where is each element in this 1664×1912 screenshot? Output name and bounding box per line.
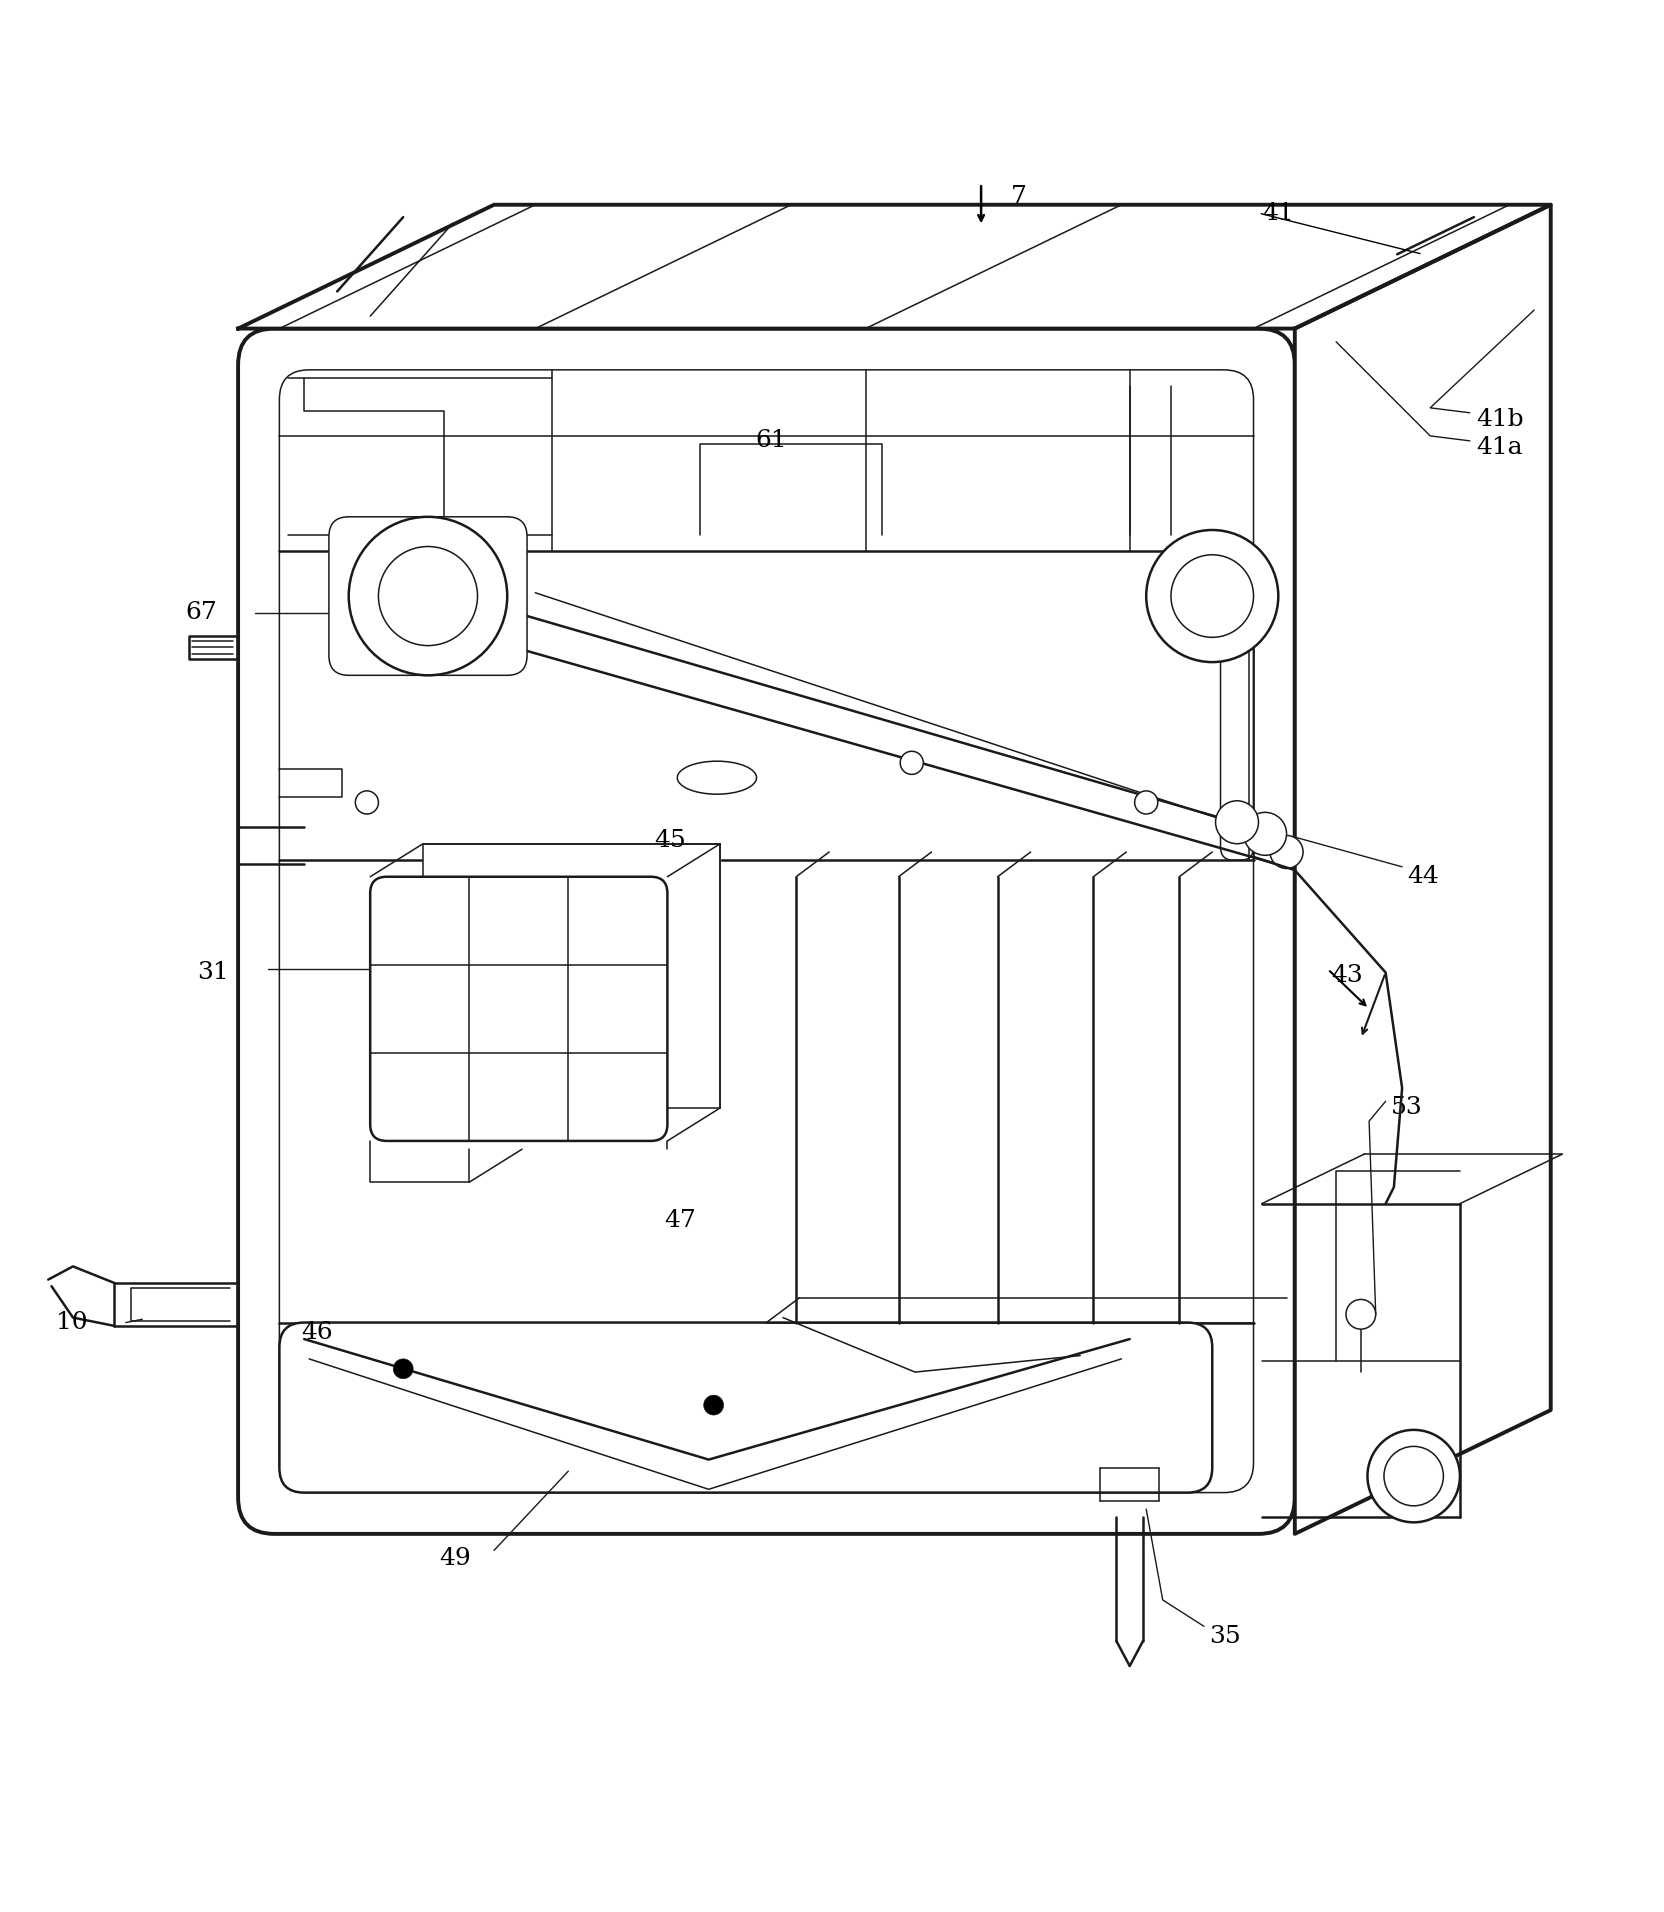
Text: 49: 49 (439, 1547, 471, 1570)
Circle shape (1243, 813, 1286, 855)
Circle shape (393, 1359, 413, 1379)
Text: 53: 53 (1389, 1096, 1421, 1119)
FancyBboxPatch shape (280, 1323, 1211, 1493)
FancyBboxPatch shape (238, 329, 1295, 1533)
Circle shape (378, 547, 478, 646)
Circle shape (1145, 530, 1278, 662)
Circle shape (1133, 792, 1156, 815)
Circle shape (1383, 1445, 1443, 1507)
FancyBboxPatch shape (329, 516, 527, 675)
Text: 67: 67 (185, 600, 216, 623)
Circle shape (704, 1396, 724, 1415)
Polygon shape (423, 843, 721, 1107)
Text: 41a: 41a (1476, 436, 1523, 459)
Text: 31: 31 (196, 962, 228, 985)
Text: 7: 7 (1010, 185, 1027, 208)
Text: 41: 41 (1261, 201, 1293, 224)
Circle shape (348, 516, 508, 675)
Text: 41b: 41b (1476, 407, 1523, 430)
Circle shape (1366, 1430, 1459, 1522)
Polygon shape (238, 205, 1549, 329)
Circle shape (1170, 554, 1253, 637)
Circle shape (1345, 1300, 1374, 1329)
Text: 44: 44 (1406, 866, 1438, 889)
Ellipse shape (677, 761, 755, 793)
Circle shape (1215, 801, 1258, 843)
Text: 35: 35 (1208, 1625, 1240, 1648)
Text: 61: 61 (754, 430, 785, 453)
Circle shape (900, 751, 924, 774)
Text: 43: 43 (1330, 964, 1363, 987)
Circle shape (354, 792, 378, 815)
Text: 47: 47 (664, 1208, 696, 1231)
Text: 45: 45 (654, 830, 686, 853)
Polygon shape (1295, 205, 1549, 1533)
Text: 46: 46 (301, 1321, 333, 1344)
Text: 10: 10 (57, 1312, 88, 1335)
FancyBboxPatch shape (369, 878, 667, 1141)
Circle shape (1270, 836, 1303, 868)
